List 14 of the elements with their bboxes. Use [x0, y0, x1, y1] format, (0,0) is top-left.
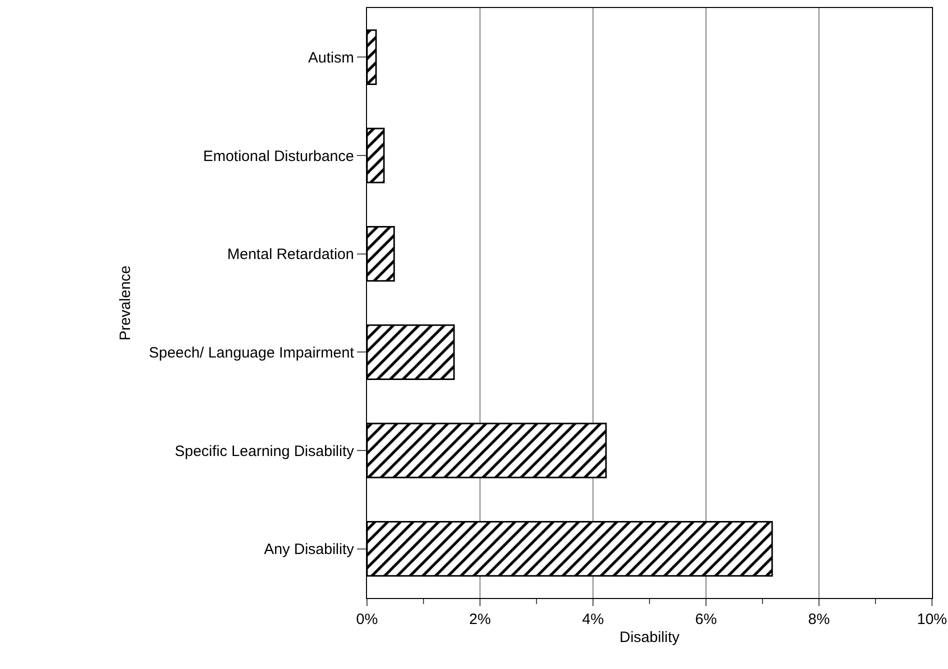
x-tick-label: 8% — [808, 611, 830, 628]
y-tick-label: Specific Learning Disability — [174, 442, 354, 460]
y-axis-title: Prevalence — [117, 265, 134, 341]
x-tick-label: 2% — [469, 611, 491, 628]
y-tick-label: Speech/ Language Impairment — [148, 344, 355, 362]
y-tick-label: Mental Retardation — [227, 246, 354, 264]
y-tick-label: Emotional Disturbance — [203, 148, 354, 165]
x-tick-label: 4% — [582, 611, 604, 628]
x-tick-label: 10% — [916, 611, 948, 628]
y-tick-label: Autism — [308, 49, 354, 66]
y-tick-label: Any Disability — [264, 541, 354, 558]
x-axis-title: Disability — [619, 629, 680, 646]
x-tick-label: 6% — [695, 611, 717, 628]
x-tick-label: 0% — [356, 611, 378, 628]
